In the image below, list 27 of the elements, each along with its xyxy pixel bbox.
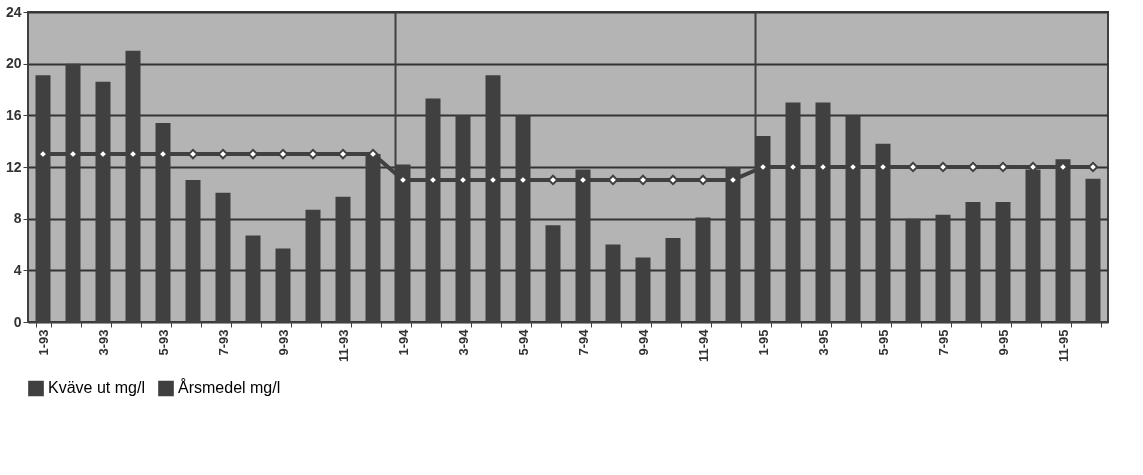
x-tick-label: 5-93 <box>155 329 171 356</box>
legend-label: Kväve ut mg/l <box>48 379 145 397</box>
x-tick-label: 7-94 <box>575 328 591 356</box>
x-tick-label: 5-95 <box>875 329 891 356</box>
x-tick-label: 11-93 <box>335 329 351 363</box>
x-tick-label: 9-94 <box>635 328 651 356</box>
x-tick-label: 3-93 <box>95 329 111 356</box>
x-tick-label: 3-95 <box>815 329 831 356</box>
x-tick-label: 1-93 <box>35 329 51 356</box>
y-tick-label: 4 <box>13 261 22 278</box>
y-tick-label: 20 <box>5 55 22 72</box>
x-tick-label: 9-93 <box>275 329 291 356</box>
x-tick-label: 3-94 <box>455 328 471 356</box>
x-tick-label: 7-93 <box>215 329 231 356</box>
x-tick-label: 5-94 <box>515 328 531 356</box>
legend-label: Årsmedel mg/l <box>178 378 281 397</box>
x-tick-label: 11-95 <box>1055 329 1071 363</box>
x-tick-label: 7-95 <box>935 329 951 356</box>
y-tick-label: 16 <box>5 106 22 123</box>
x-tick-label: 1-94 <box>395 328 411 356</box>
x-tick-label: 11-94 <box>695 328 711 363</box>
y-tick-label: 0 <box>13 313 22 330</box>
x-tick-label: 9-95 <box>995 329 1011 356</box>
y-tick-label: 8 <box>13 210 22 227</box>
x-tick-label: 1-95 <box>755 329 771 356</box>
y-tick-label: 12 <box>5 158 22 175</box>
y-tick-label: 24 <box>5 3 22 20</box>
